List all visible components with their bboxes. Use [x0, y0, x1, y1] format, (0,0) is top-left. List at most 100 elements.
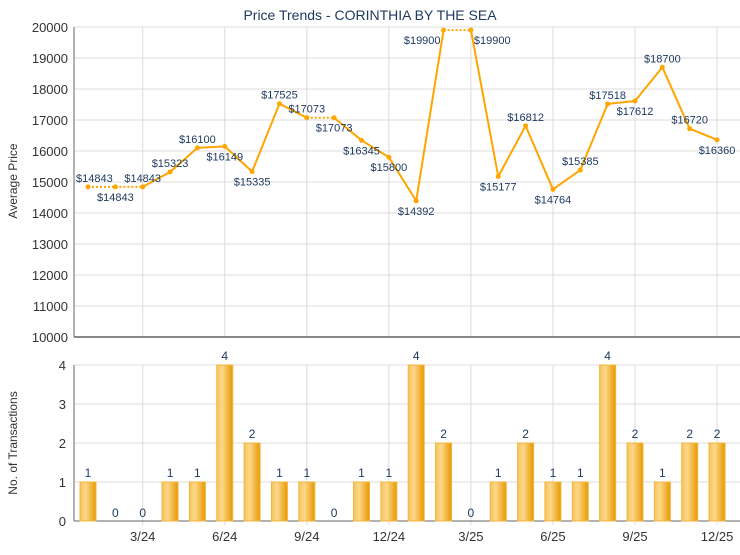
- price-point: [194, 145, 200, 151]
- price-y-tick-label: 14000: [32, 206, 68, 221]
- transaction-bar-label: 2: [440, 427, 447, 441]
- price-data-label: $16360: [699, 145, 736, 157]
- price-line-segment: [579, 103, 609, 171]
- transaction-bar-label: 1: [358, 466, 365, 480]
- price-data-label: $17073: [316, 123, 353, 135]
- price-point: [550, 186, 556, 192]
- price-point: [112, 184, 118, 190]
- price-point: [577, 167, 583, 173]
- transactions-y-tick-label: 4: [59, 358, 66, 373]
- price-data-label: $15800: [370, 162, 407, 174]
- price-line-segment: [388, 156, 418, 202]
- x-tick-label: 6/25: [540, 529, 565, 544]
- price-data-label: $17518: [589, 90, 626, 102]
- transaction-bar: [653, 481, 671, 522]
- transactions-y-tick-label: 0: [59, 514, 66, 529]
- price-line-segment: [333, 116, 363, 142]
- price-point: [687, 126, 693, 132]
- price-point: [85, 184, 91, 190]
- transaction-bar-label: 2: [522, 427, 529, 441]
- transaction-bar-label: 1: [303, 466, 310, 480]
- price-point: [304, 115, 310, 121]
- price-line-segment: [634, 66, 664, 102]
- transaction-bar-label: 1: [659, 466, 666, 480]
- transaction-bar: [517, 442, 535, 522]
- price-line-segment: [224, 145, 253, 173]
- price-y-tick-label: 16000: [32, 144, 68, 159]
- price-y-axis-label: Average Price: [6, 143, 20, 218]
- transaction-bar-label: 0: [331, 506, 338, 520]
- price-data-label: $17612: [617, 106, 654, 118]
- grid-layer: 1000011000120001300014000150001600017000…: [32, 20, 740, 544]
- price-line-segment: [524, 125, 554, 190]
- price-point: [714, 137, 720, 143]
- transaction-bar-label: 1: [577, 466, 584, 480]
- price-point: [331, 115, 337, 121]
- price-point: [386, 154, 392, 160]
- transaction-bar-label: 2: [686, 427, 693, 441]
- price-y-tick-label: 19000: [32, 51, 68, 66]
- price-line-segment: [360, 139, 390, 159]
- transaction-bar-label: 0: [112, 506, 119, 520]
- transaction-bar-label: 2: [714, 427, 721, 441]
- x-tick-label: 12/25: [701, 529, 734, 544]
- price-line-segment: [197, 145, 225, 149]
- transaction-bar-label: 4: [221, 349, 228, 363]
- price-line-segment: [689, 127, 718, 141]
- price-data-label: $14843: [97, 192, 134, 204]
- price-y-tick-label: 17000: [32, 113, 68, 128]
- price-point: [632, 98, 638, 104]
- transaction-bar: [681, 442, 699, 522]
- transaction-bar-label: 2: [249, 427, 256, 441]
- transaction-bar: [161, 481, 179, 522]
- transaction-bar: [243, 442, 261, 522]
- price-data-label: $15335: [234, 177, 271, 189]
- transaction-bar: [188, 481, 206, 522]
- x-tick-label: 12/24: [373, 529, 406, 544]
- x-tick-label: 6/24: [212, 529, 237, 544]
- price-point: [222, 143, 228, 149]
- price-y-tick-label: 10000: [32, 330, 68, 345]
- price-data-label: $19900: [474, 35, 511, 47]
- price-line-segment: [278, 102, 308, 119]
- transactions-y-axis-label: No. of Transactions: [6, 391, 20, 494]
- price-data-label: $14843: [76, 173, 113, 185]
- transaction-bar: [79, 481, 97, 522]
- price-data-label: $15385: [562, 156, 599, 168]
- transaction-bar: [708, 442, 726, 522]
- price-line-segment: [552, 169, 581, 191]
- price-y-tick-label: 18000: [32, 82, 68, 97]
- price-data-label: $19900: [404, 35, 441, 47]
- transactions-y-tick-label: 3: [59, 397, 66, 412]
- price-data-label: $16720: [671, 115, 708, 127]
- transaction-bar-label: 1: [85, 466, 92, 480]
- transaction-bar-label: 0: [139, 506, 146, 520]
- price-data-label: $14843: [124, 173, 161, 185]
- price-y-tick-label: 11000: [33, 299, 68, 314]
- transactions-y-tick-label: 1: [59, 475, 66, 490]
- price-point: [140, 184, 146, 190]
- transaction-bar-label: 1: [550, 466, 557, 480]
- price-line-segment: [607, 100, 636, 105]
- price-point: [441, 27, 447, 33]
- price-point: [495, 174, 501, 180]
- price-y-tick-label: 13000: [32, 237, 68, 252]
- price-data-label: $16345: [343, 145, 380, 157]
- bars-layer: 1 0 0 1 1 4 2 1 1 0 1 1 4 2 0 1 2 1 1 4 2 1 2 2: [79, 349, 726, 522]
- transaction-bar-label: 2: [632, 427, 639, 441]
- price-line-segment: [497, 125, 527, 177]
- transaction-bar-label: 1: [167, 466, 174, 480]
- price-point: [276, 101, 282, 107]
- x-tick-label: 9/25: [622, 529, 647, 544]
- price-point: [468, 27, 474, 33]
- price-data-label: $15323: [152, 158, 189, 170]
- transaction-bar: [298, 481, 316, 522]
- transactions-y-tick-label: 2: [59, 436, 66, 451]
- transaction-bar-label: 4: [604, 349, 611, 363]
- price-data-label: $14392: [398, 206, 435, 218]
- price-data-label: $16812: [507, 112, 544, 124]
- transaction-bar: [571, 481, 589, 522]
- price-line-segment: [661, 66, 691, 130]
- price-data-label: $17525: [261, 90, 298, 102]
